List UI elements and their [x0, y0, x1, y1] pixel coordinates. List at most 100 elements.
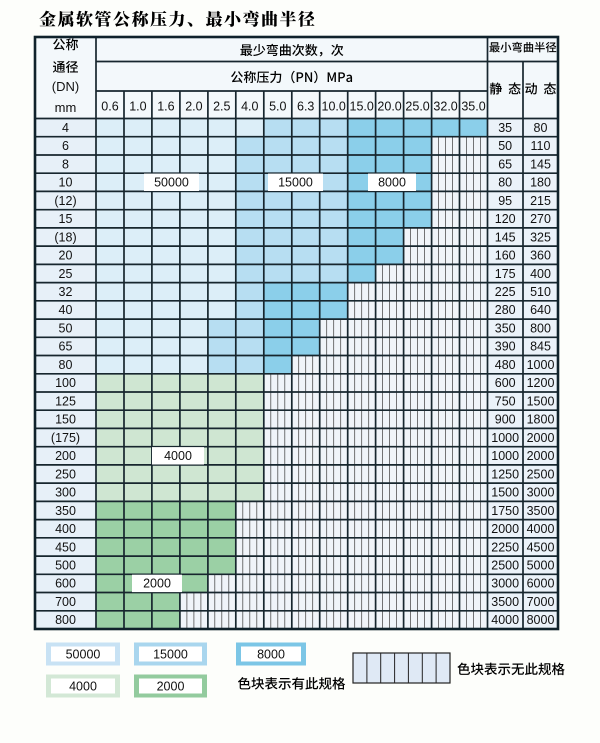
svg-text:145: 145 — [495, 230, 516, 244]
svg-text:1000: 1000 — [527, 358, 555, 372]
svg-text:4000: 4000 — [491, 613, 519, 627]
svg-text:2000: 2000 — [143, 577, 171, 591]
svg-text:800: 800 — [55, 613, 76, 627]
svg-text:845: 845 — [530, 340, 551, 354]
svg-text:6.3: 6.3 — [297, 100, 314, 114]
svg-text:3500: 3500 — [527, 504, 555, 518]
svg-text:145: 145 — [530, 157, 551, 171]
svg-text:8000: 8000 — [527, 613, 555, 627]
svg-text:2250: 2250 — [491, 540, 519, 554]
svg-text:8000: 8000 — [257, 647, 285, 661]
svg-text:600: 600 — [55, 577, 76, 591]
svg-text:1500: 1500 — [491, 486, 519, 500]
svg-text:50: 50 — [498, 139, 512, 153]
svg-text:2500: 2500 — [491, 559, 519, 573]
svg-text:25: 25 — [59, 267, 73, 281]
svg-text:7000: 7000 — [527, 595, 555, 609]
svg-text:32: 32 — [59, 285, 73, 299]
svg-text:15000: 15000 — [153, 647, 188, 661]
svg-text:270: 270 — [530, 212, 551, 226]
svg-text:50000: 50000 — [66, 647, 101, 661]
svg-text:50000: 50000 — [154, 176, 189, 190]
svg-text:1800: 1800 — [527, 413, 555, 427]
svg-text:80: 80 — [498, 176, 512, 190]
svg-text:250: 250 — [55, 467, 76, 481]
svg-text:100: 100 — [55, 376, 76, 390]
svg-text:450: 450 — [55, 540, 76, 554]
svg-text:400: 400 — [55, 522, 76, 536]
svg-text:20.0: 20.0 — [377, 100, 401, 114]
svg-text:95: 95 — [498, 194, 512, 208]
svg-text:4.0: 4.0 — [241, 100, 258, 114]
svg-text:15000: 15000 — [278, 176, 313, 190]
svg-text:15: 15 — [59, 212, 73, 226]
svg-text:400: 400 — [530, 267, 551, 281]
svg-text:1250: 1250 — [491, 467, 519, 481]
svg-text:640: 640 — [530, 303, 551, 317]
svg-text:500: 500 — [55, 559, 76, 573]
svg-text:15.0: 15.0 — [350, 100, 374, 114]
svg-text:700: 700 — [55, 595, 76, 609]
svg-text:350: 350 — [495, 322, 516, 336]
svg-text:4000: 4000 — [527, 522, 555, 536]
svg-text:125: 125 — [55, 394, 76, 408]
svg-text:35.0: 35.0 — [461, 100, 485, 114]
svg-text:1.6: 1.6 — [157, 100, 174, 114]
svg-text:5.0: 5.0 — [269, 100, 286, 114]
svg-text:8000: 8000 — [378, 176, 406, 190]
svg-text:(175): (175) — [51, 431, 80, 445]
svg-text:175: 175 — [495, 267, 516, 281]
svg-text:3500: 3500 — [491, 595, 519, 609]
svg-text:280: 280 — [495, 303, 516, 317]
svg-text:120: 120 — [495, 212, 516, 226]
svg-text:180: 180 — [530, 176, 551, 190]
svg-text:300: 300 — [55, 486, 76, 500]
svg-text:1500: 1500 — [527, 394, 555, 408]
svg-text:900: 900 — [495, 413, 516, 427]
svg-text:(DN): (DN) — [52, 79, 79, 94]
svg-text:32.0: 32.0 — [433, 100, 457, 114]
svg-text:4500: 4500 — [527, 540, 555, 554]
svg-text:4000: 4000 — [69, 679, 97, 693]
svg-text:110: 110 — [531, 139, 551, 153]
svg-text:65: 65 — [498, 157, 512, 171]
svg-text:(18): (18) — [54, 230, 76, 244]
svg-text:(12): (12) — [54, 194, 76, 208]
svg-text:150: 150 — [55, 413, 76, 427]
svg-text:360: 360 — [530, 249, 551, 263]
svg-text:3000: 3000 — [527, 486, 555, 500]
svg-text:2500: 2500 — [527, 467, 555, 481]
svg-text:mm: mm — [55, 100, 77, 115]
svg-text:2000: 2000 — [157, 679, 185, 693]
svg-text:5000: 5000 — [527, 559, 555, 573]
svg-text:10.0: 10.0 — [322, 100, 346, 114]
svg-text:1000: 1000 — [491, 449, 519, 463]
svg-text:3000: 3000 — [491, 577, 519, 591]
svg-text:6000: 6000 — [527, 577, 555, 591]
svg-text:8: 8 — [62, 157, 69, 171]
svg-text:40: 40 — [59, 303, 73, 317]
svg-text:1000: 1000 — [491, 431, 519, 445]
svg-text:20: 20 — [59, 249, 73, 263]
svg-text:480: 480 — [495, 358, 516, 372]
svg-text:325: 325 — [530, 230, 551, 244]
svg-text:1200: 1200 — [527, 376, 555, 390]
svg-text:1.0: 1.0 — [129, 100, 146, 114]
svg-text:0.6: 0.6 — [101, 100, 118, 114]
svg-text:2.5: 2.5 — [213, 100, 230, 114]
svg-text:225: 225 — [495, 285, 516, 299]
svg-text:200: 200 — [55, 449, 76, 463]
svg-text:6: 6 — [62, 139, 69, 153]
svg-text:10: 10 — [59, 176, 73, 190]
svg-text:750: 750 — [495, 394, 516, 408]
svg-text:215: 215 — [530, 194, 551, 208]
svg-text:35: 35 — [498, 121, 512, 135]
svg-text:1750: 1750 — [491, 504, 519, 518]
svg-text:65: 65 — [59, 340, 73, 354]
svg-text:510: 510 — [530, 285, 551, 299]
svg-text:2000: 2000 — [527, 431, 555, 445]
svg-text:800: 800 — [530, 322, 551, 336]
svg-text:390: 390 — [495, 340, 516, 354]
svg-text:350: 350 — [55, 504, 76, 518]
svg-text:50: 50 — [59, 322, 73, 336]
